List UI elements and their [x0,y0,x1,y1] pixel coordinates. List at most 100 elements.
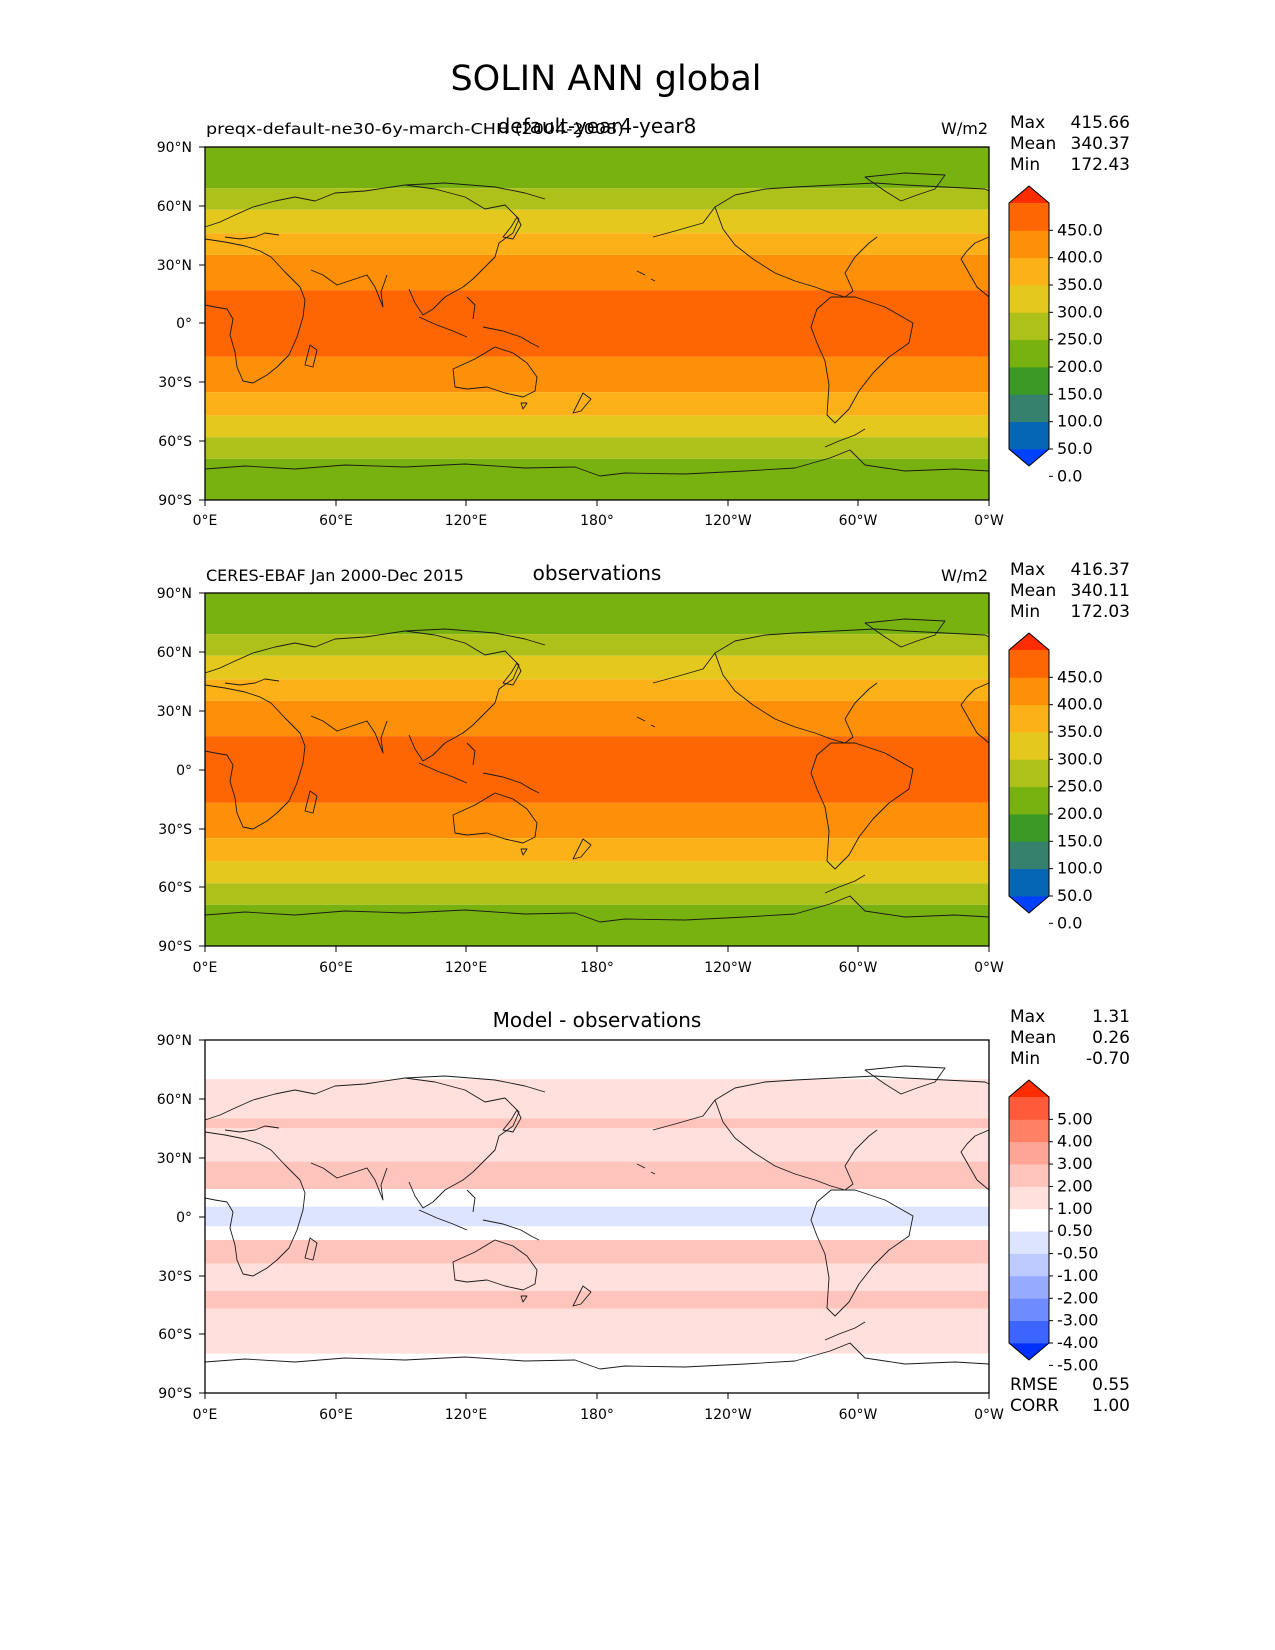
lat-band [205,290,989,357]
colorbar-segment [1009,677,1049,706]
lat-band [205,437,989,459]
colorbar-extend-high [1009,186,1049,203]
colorbar-segment [1009,394,1049,423]
lat-axis: 90°N 60°N 30°N 0° 30°S 60°S 90°S [157,140,205,509]
lat-band [205,1128,989,1162]
colorbar-segment [1009,285,1049,313]
lat-band [205,679,989,701]
stat-value: 340.37 [1071,134,1130,154]
lat-tick-label: 60°N [157,199,192,215]
panel-test: default-year4-year8 preqx-default-ne30-6… [157,113,1130,529]
stat-label: Min [1010,1049,1040,1069]
lat-band [205,593,989,635]
colorbar-tick-label: -3.00 [1057,1311,1098,1330]
lat-band [205,209,989,234]
lat-band [205,1308,989,1354]
lon-tick-label: 120°W [704,1407,752,1423]
lat-band [205,458,989,500]
colorbar: 450.0 400.0 350.0 300.0 250.0 200.0 150.0 100.0… [1008,632,1103,932]
colorbar-segment [1009,312,1049,341]
stat-value: 415.66 [1071,113,1130,133]
lat-band [205,1226,989,1241]
lon-tick-label: 60°E [319,1407,353,1423]
colorbar-segment [1009,1141,1049,1165]
lat-band [205,1240,989,1264]
stat-value: 0.26 [1092,1028,1130,1048]
lat-band [205,147,989,189]
colorbar-tick-label: 200.0 [1057,357,1103,376]
colorbar-segment [1009,704,1049,733]
panel-title: Model - observations [493,1008,702,1032]
lat-band [205,802,989,839]
lat-band [205,233,989,255]
colorbar-segment [1009,1097,1049,1120]
lon-tick-label: 60°W [839,1407,878,1423]
lat-band [205,1040,989,1080]
stat-value: 172.43 [1071,155,1130,175]
lat-tick-label: 30°N [157,258,192,274]
lat-tick-label: 30°N [157,1151,192,1167]
colorbar-tick-label: 350.0 [1057,275,1103,294]
lon-tick-label: 0°W [974,1407,1004,1423]
colorbar-tick-label: 100.0 [1057,859,1103,878]
lon-tick-label: 120°E [445,1407,488,1423]
lon-tick-label: 120°W [704,513,752,529]
stat-label: Mean [1010,1028,1056,1048]
diff-metrics: RMSE 0.55 CORR 1.00 [1010,1375,1130,1416]
metric-value: 0.55 [1092,1375,1130,1395]
colorbar-tick-label: 400.0 [1057,695,1103,714]
colorbar-extend-low [1009,1343,1049,1360]
metric-label: CORR [1010,1396,1059,1416]
colorbar-tick-label: 150.0 [1057,384,1103,403]
colorbar-tick-label: 350.0 [1057,722,1103,741]
colorbar-tick-label: 150.0 [1057,831,1103,850]
panel-title: observations [533,561,662,585]
lon-tick-label: 60°E [319,960,353,976]
colorbar-segment [1009,1231,1049,1254]
lat-band [205,1206,989,1227]
lat-band [205,883,989,905]
lon-tick-label: 60°E [319,513,353,529]
colorbar-tick-label: 0.50 [1057,1221,1093,1240]
colorbar-segment [1009,1320,1049,1344]
stat-label: Min [1010,155,1040,175]
stat-label: Mean [1010,134,1056,154]
lon-tick-label: 120°E [445,960,488,976]
colorbar-segment [1009,257,1049,286]
colorbar-tick-label: 300.0 [1057,749,1103,768]
lat-band [205,415,989,438]
lon-axis: 0°E 60°E 120°E 180° 120°W 60°W 0°W [193,1393,1004,1423]
lat-band [205,634,989,656]
colorbar-tick-label: -5.00 [1057,1355,1098,1374]
colorbar-segment [1009,759,1049,788]
lon-tick-label: 0°E [193,1407,218,1423]
stat-label: Max [1010,560,1045,580]
lon-tick-label: 0°E [193,513,218,529]
lon-tick-label: 60°W [839,513,878,529]
lon-tick-label: 180° [580,1407,614,1423]
lon-axis: 0°E 60°E 120°E 180° 120°W 60°W 0°W [193,946,1004,976]
lat-tick-label: 0° [176,763,192,779]
panel-reference: observations CERES-EBAF Jan 2000-Dec 201… [157,560,1130,976]
colorbar-segment [1009,1119,1049,1143]
colorbar-tick-label: -4.00 [1057,1333,1098,1352]
colorbar-extend-low [1009,896,1049,913]
colorbar-segment [1009,650,1049,678]
lat-tick-label: 60°N [157,1092,192,1108]
stat-label: Mean [1010,581,1056,601]
lon-tick-label: 0°W [974,960,1004,976]
colorbar-extend-high [1009,1080,1049,1097]
panel-title: default-year4-year8 [498,114,697,138]
colorbar-segment [1009,841,1049,870]
colorbar-tick-label: 450.0 [1057,667,1103,686]
colorbar-tick-label: 50.0 [1057,439,1093,458]
colorbar-segment [1009,1275,1049,1299]
lat-tick-label: 90°N [157,586,192,602]
colorbar-tick-label: 250.0 [1057,330,1103,349]
lat-band [205,1161,989,1190]
colorbar-segment [1009,1298,1049,1322]
colorbar-tick-label: 0.0 [1057,913,1082,932]
lat-tick-label: 30°S [158,1269,192,1285]
lon-tick-label: 0°W [974,513,1004,529]
